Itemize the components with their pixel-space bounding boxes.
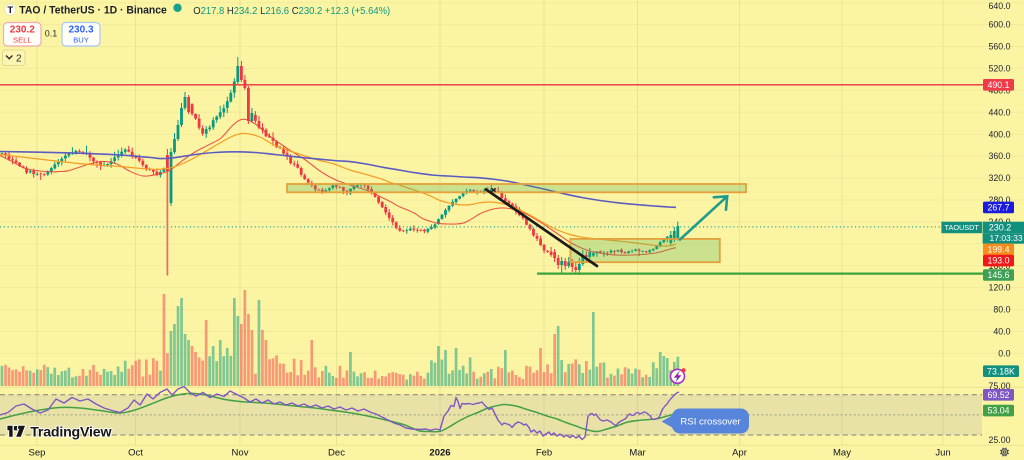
svg-text:T: T [7,5,13,16]
svg-text:440.0: 440.0 [988,107,1010,117]
svg-text:TAOUSDT: TAOUSDT [945,223,980,232]
svg-text:Oct: Oct [128,448,143,459]
svg-text:230.2: 230.2 [989,223,1012,233]
svg-text:360.0: 360.0 [988,151,1010,161]
svg-text:520.0: 520.0 [988,64,1010,74]
svg-text:TAO / TetherUS · 1D · Binance: TAO / TetherUS · 1D · Binance [19,5,167,17]
svg-text:199.4: 199.4 [987,244,1009,254]
svg-text:40.0: 40.0 [993,327,1010,337]
svg-text:490.1: 490.1 [987,80,1009,90]
svg-text:TradingView: TradingView [30,425,112,441]
svg-text:Apr: Apr [732,448,747,459]
svg-text:640.0: 640.0 [988,1,1010,11]
svg-text:Nov: Nov [232,448,249,459]
svg-text:Sep: Sep [29,448,46,459]
svg-text:80.0: 80.0 [993,305,1010,315]
svg-text:May: May [833,448,851,459]
svg-text:BUY: BUY [73,35,89,44]
svg-text:400.0: 400.0 [988,129,1010,139]
svg-text:Dec: Dec [328,448,345,459]
svg-text:2: 2 [16,53,22,64]
svg-text:0.0: 0.0 [998,349,1010,359]
svg-text:53.04: 53.04 [987,406,1009,416]
svg-text:230.2: 230.2 [10,25,35,36]
svg-text:193.0: 193.0 [987,256,1009,266]
svg-text:0.1: 0.1 [45,29,58,39]
svg-text:17:03:33: 17:03:33 [990,233,1023,243]
svg-text:230.3: 230.3 [68,25,93,36]
svg-text:560.0: 560.0 [988,42,1010,52]
svg-text:Mar: Mar [629,448,645,459]
svg-text:73.18K: 73.18K [987,366,1015,376]
svg-text:267.7: 267.7 [987,203,1009,213]
svg-text:SELL: SELL [13,35,32,44]
svg-text:Jun: Jun [935,448,950,459]
svg-text:320.0: 320.0 [988,173,1010,183]
svg-text:25.00: 25.00 [988,435,1010,445]
svg-text:120.0: 120.0 [988,283,1010,293]
svg-text:75.00: 75.00 [988,381,1010,391]
svg-text:69.52: 69.52 [987,390,1009,400]
svg-text:RSI crossover: RSI crossover [680,417,741,428]
svg-text:2026: 2026 [429,448,450,459]
svg-text:Feb: Feb [536,448,552,459]
svg-text:600.0: 600.0 [988,20,1010,30]
svg-text:145.6: 145.6 [987,270,1009,280]
svg-text:280.0: 280.0 [988,195,1010,205]
svg-text:O217.8 H234.2 L216.6 C230.2 +1: O217.8 H234.2 L216.6 C230.2 +12.3 (+5.64… [193,6,390,17]
